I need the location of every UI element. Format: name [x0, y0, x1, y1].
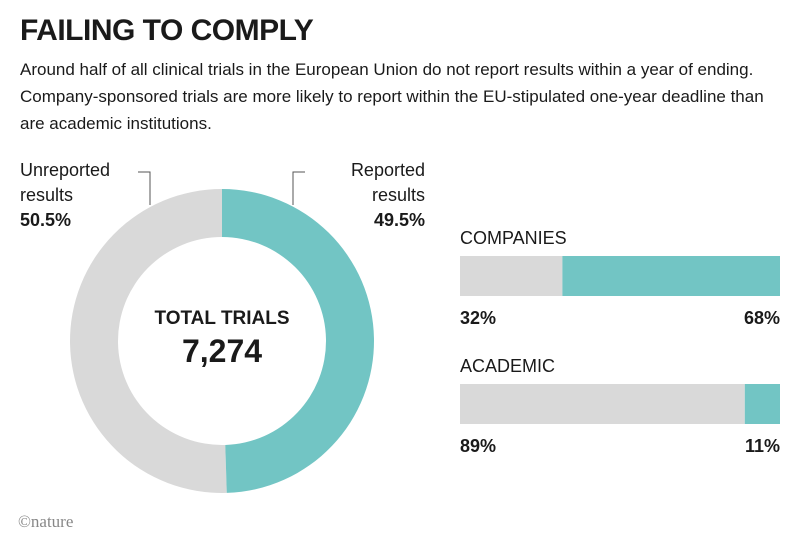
bar-value-label: 89% — [460, 436, 497, 456]
subtitle: Around half of all clinical trials in th… — [20, 60, 764, 133]
bar-segment — [562, 256, 780, 296]
center-label: TOTAL TRIALS — [154, 308, 289, 329]
bar-value-label: 68% — [743, 308, 780, 328]
credit: ©nature — [18, 512, 74, 531]
bar-title: COMPANIES — [460, 228, 567, 248]
segment-label: Reported results — [350, 160, 425, 205]
bar-segment — [460, 384, 745, 424]
segment-label: Unreported results — [20, 160, 111, 205]
bar-title: ACADEMIC — [460, 356, 556, 376]
bar-segment — [744, 384, 780, 424]
bar-value-label: 32% — [460, 308, 497, 328]
title: FAILING TO COMPLY — [20, 14, 314, 47]
segment-value: 50.5% — [20, 210, 72, 230]
leader-line — [292, 171, 305, 205]
donut-segment — [222, 189, 374, 493]
center-total: 7,274 — [182, 333, 262, 369]
segment-value: 49.5% — [373, 210, 425, 230]
leader-line — [138, 171, 151, 205]
donut-segment — [69, 189, 227, 493]
bar-segment — [460, 256, 563, 296]
bar-value-label: 11% — [744, 436, 780, 456]
